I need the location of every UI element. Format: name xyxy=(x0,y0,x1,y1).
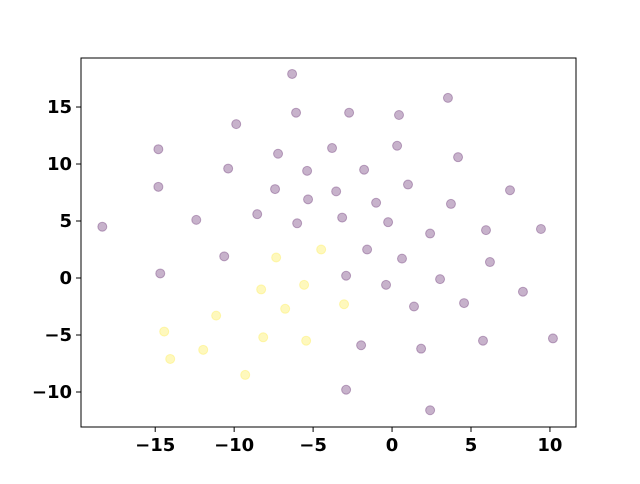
point xyxy=(299,279,310,290)
y-tick-label: 10 xyxy=(47,154,72,175)
point xyxy=(165,353,176,364)
point xyxy=(435,274,446,285)
point xyxy=(425,228,436,239)
point xyxy=(394,109,404,120)
point xyxy=(219,251,230,262)
point xyxy=(362,244,373,255)
point xyxy=(155,268,166,279)
y-tick-label: 5 xyxy=(59,211,72,232)
point xyxy=(240,369,251,380)
point xyxy=(270,184,281,195)
point xyxy=(153,181,164,192)
point xyxy=(359,164,370,175)
x-tick-label: 10 xyxy=(537,435,562,456)
point xyxy=(339,299,350,310)
point xyxy=(397,253,407,264)
point xyxy=(341,270,352,281)
point xyxy=(392,140,403,151)
point xyxy=(303,194,314,205)
point xyxy=(316,244,327,255)
point xyxy=(425,405,436,416)
point xyxy=(445,198,456,209)
point xyxy=(481,225,491,236)
x-tick-label: −10 xyxy=(214,435,254,456)
point xyxy=(97,221,108,232)
point xyxy=(341,384,352,395)
point xyxy=(327,143,338,154)
point xyxy=(256,284,267,295)
point xyxy=(337,212,348,223)
point xyxy=(403,179,413,190)
plot-frame xyxy=(80,57,577,428)
point xyxy=(231,119,242,130)
point xyxy=(517,286,528,297)
point xyxy=(191,214,202,225)
y-tick-label: −10 xyxy=(32,382,72,403)
point xyxy=(416,343,427,354)
point xyxy=(291,107,302,118)
point xyxy=(344,107,355,118)
point xyxy=(159,326,170,337)
point xyxy=(331,186,342,197)
point xyxy=(223,163,234,174)
x-tick-label: −5 xyxy=(299,435,327,456)
point xyxy=(153,144,164,155)
x-tick-label: −15 xyxy=(135,435,175,456)
point xyxy=(356,340,367,351)
point xyxy=(453,152,464,163)
point xyxy=(409,301,419,312)
point xyxy=(381,279,392,290)
point xyxy=(292,218,303,229)
point xyxy=(383,217,394,228)
point xyxy=(442,92,453,103)
point xyxy=(271,252,282,263)
point xyxy=(252,209,263,220)
point xyxy=(459,298,470,309)
y-tick-label: −5 xyxy=(44,325,72,346)
x-tick-label: 0 xyxy=(386,435,399,456)
point xyxy=(258,332,269,343)
point xyxy=(198,344,209,355)
y-tick-label: 15 xyxy=(47,97,72,118)
point xyxy=(273,148,284,159)
point xyxy=(535,223,546,234)
point xyxy=(301,335,312,346)
point xyxy=(547,333,558,344)
point xyxy=(287,68,298,79)
point xyxy=(505,185,515,196)
x-tick-label: 5 xyxy=(465,435,478,456)
point xyxy=(478,335,488,346)
point xyxy=(371,197,382,208)
point xyxy=(302,165,313,176)
point xyxy=(484,257,495,268)
y-tick-label: 0 xyxy=(59,268,72,289)
point xyxy=(211,310,222,321)
point xyxy=(280,303,291,314)
